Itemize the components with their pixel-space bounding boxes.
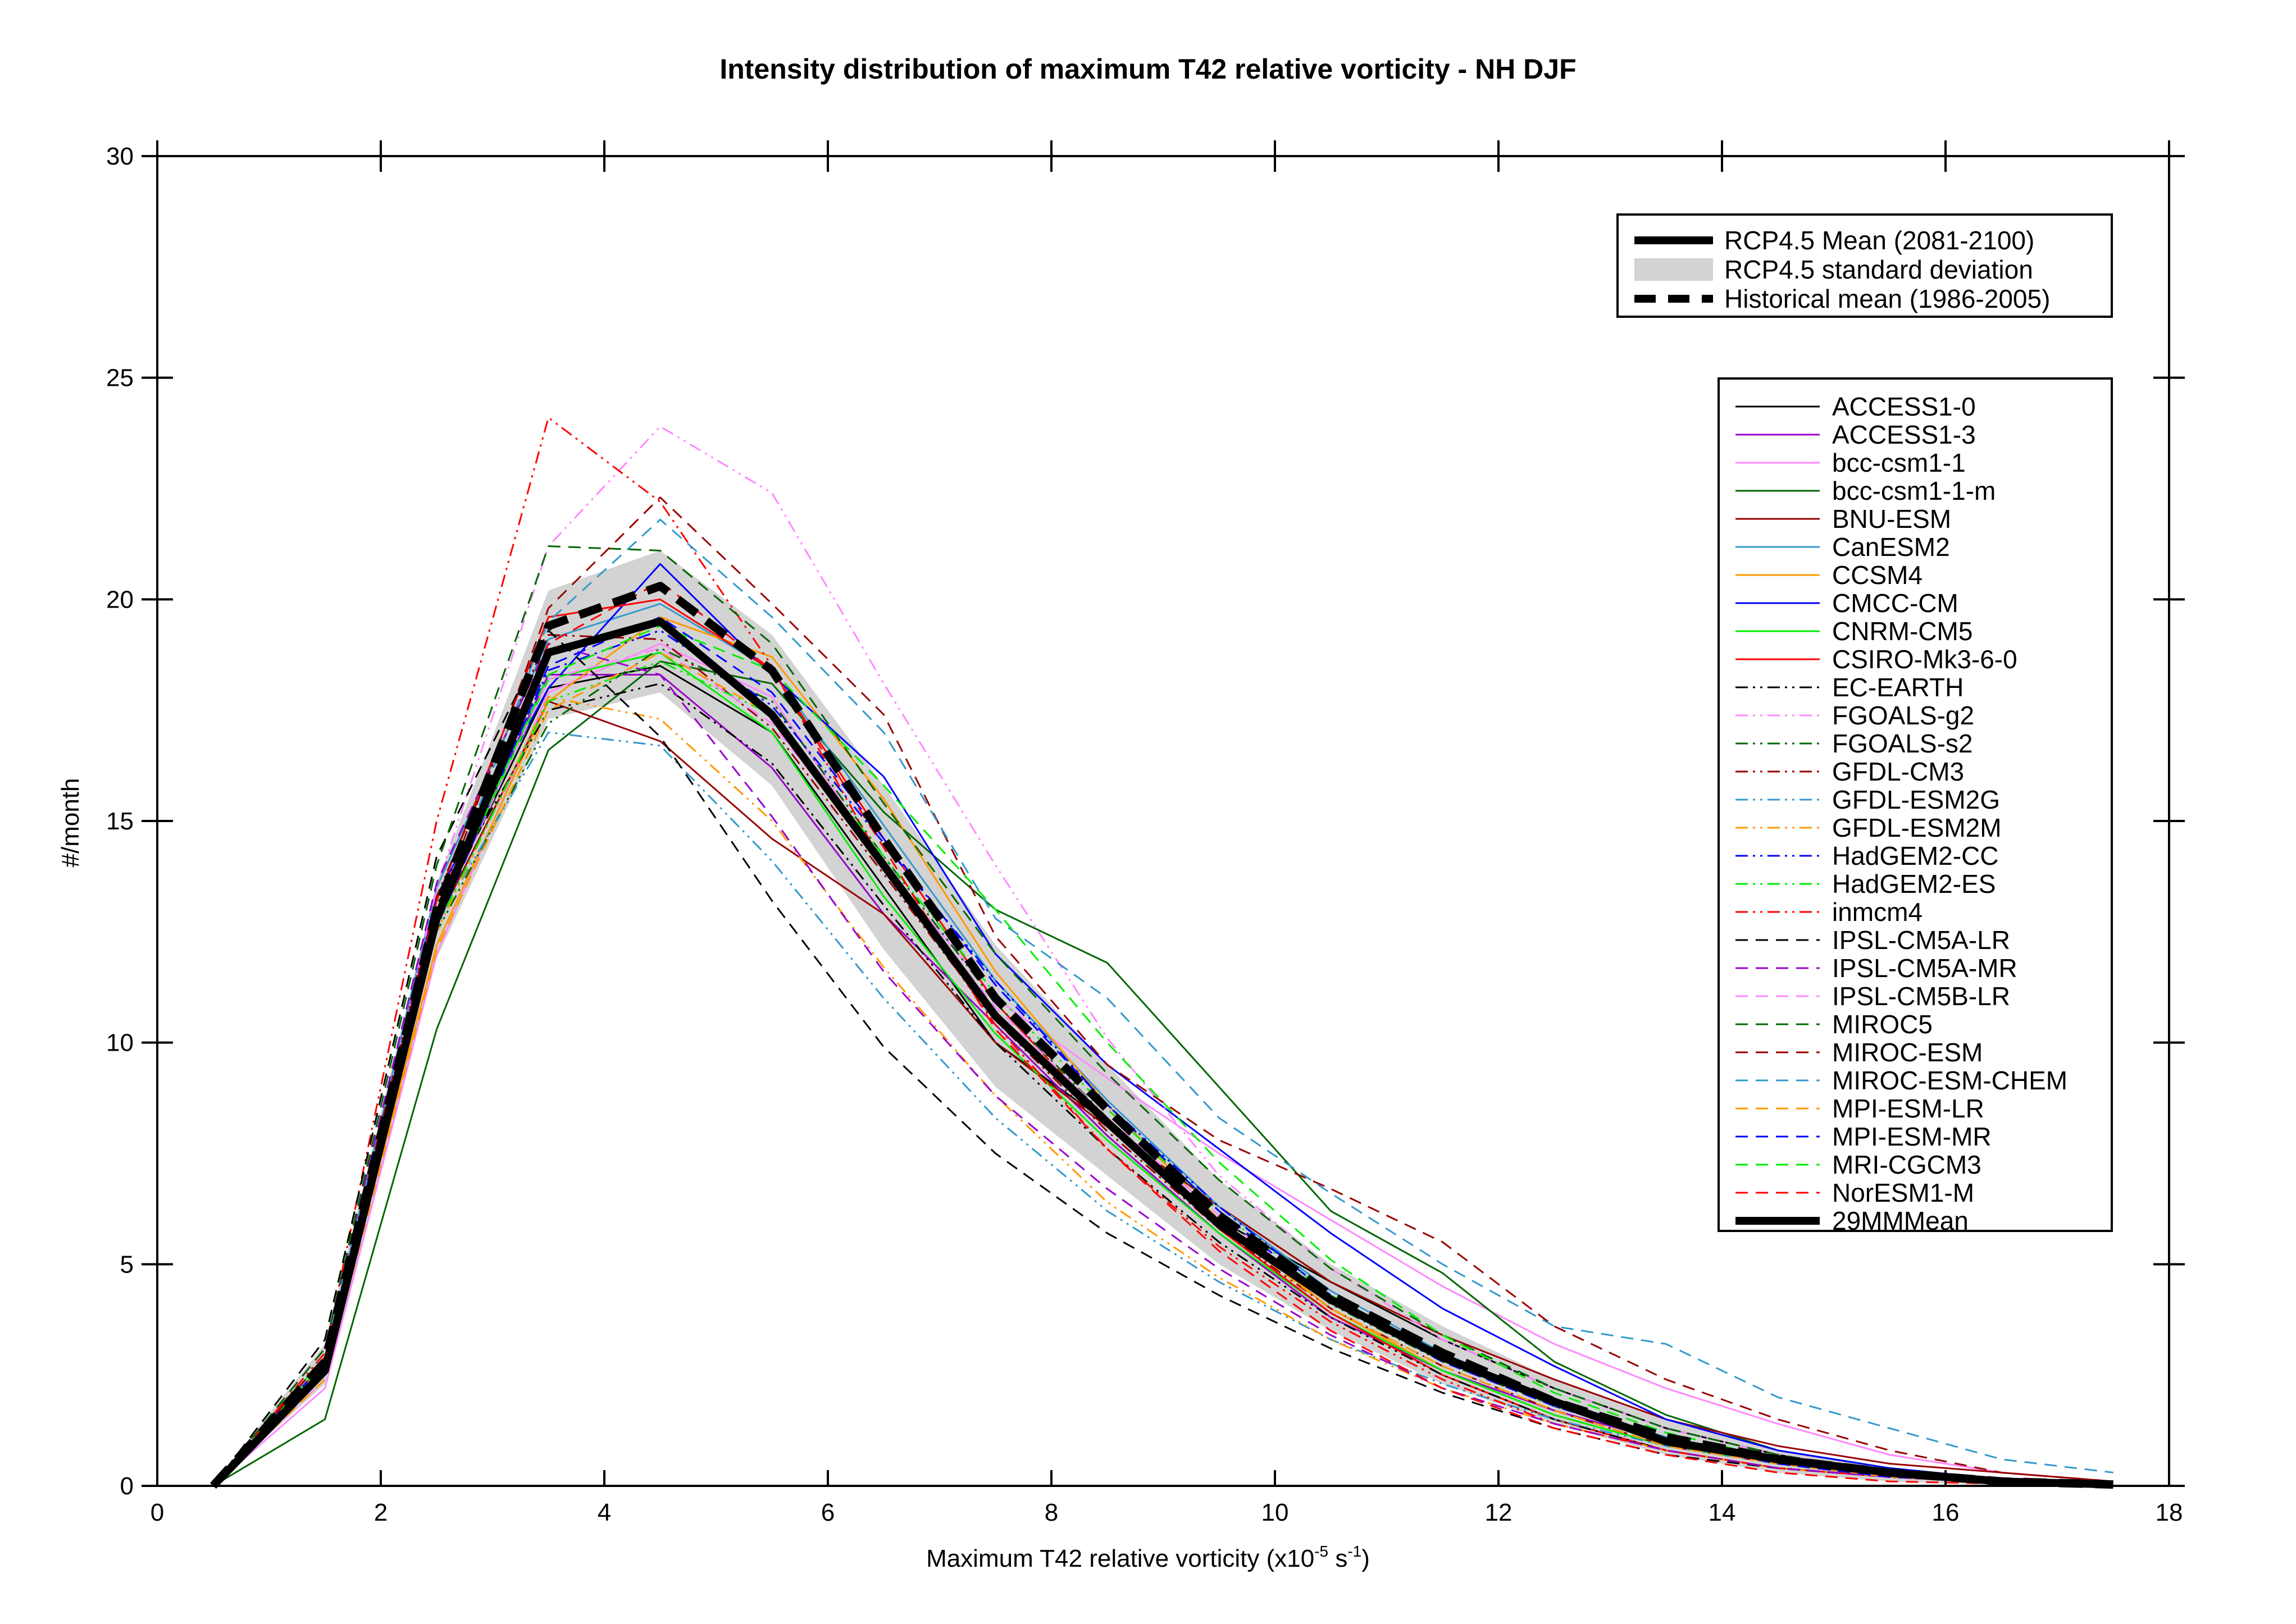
y-tick-label: 30 bbox=[106, 143, 134, 170]
series-line-miroc-esm bbox=[212, 496, 2113, 1487]
series-line-fgoals-s2 bbox=[212, 647, 2113, 1487]
y-tick-label: 0 bbox=[120, 1472, 134, 1500]
x-tick-label: 0 bbox=[151, 1499, 164, 1526]
legend-label-miroc-esm: MIROC-ESM bbox=[1832, 1038, 1983, 1067]
legend-label-access1-0: ACCESS1-0 bbox=[1832, 392, 1976, 421]
legend-models: ACCESS1-0ACCESS1-3bcc-csm1-1bcc-csm1-1-m… bbox=[1718, 377, 2113, 1235]
legend-label-ipsl-cm5a-lr: IPSL-CM5A-LR bbox=[1832, 925, 2010, 955]
legend-label-bnu-esm: BNU-ESM bbox=[1832, 504, 1951, 533]
legend-label-gfdl-esm2m: GFDL-ESM2M bbox=[1832, 813, 2002, 842]
legend-label-miroc-esm-chem: MIROC-ESM-CHEM bbox=[1832, 1066, 2067, 1095]
legend-label-bcc-csm1-1-m: bcc-csm1-1-m bbox=[1832, 476, 1996, 505]
legend-models-box bbox=[1718, 377, 2113, 1232]
chart-title: Intensity distribution of maximum T42 re… bbox=[719, 53, 1576, 85]
legend-label-ccsm4: CCSM4 bbox=[1832, 560, 1923, 590]
series-line-miroc-esm-chem bbox=[212, 518, 2113, 1487]
series-line-inmcm4 bbox=[212, 417, 2113, 1486]
legend-label-mpi-esm-lr: MPI-ESM-LR bbox=[1832, 1094, 1984, 1123]
legend-label-miroc5: MIROC5 bbox=[1832, 1010, 1933, 1039]
legend-label-fgoals-g2: FGOALS-g2 bbox=[1832, 701, 1974, 730]
legend-summary-label: Historical mean (1986-2005) bbox=[1724, 284, 2050, 313]
x-tick-label: 14 bbox=[1709, 1499, 1736, 1526]
series-line-29mmmean bbox=[210, 617, 2113, 1489]
legend-label-noresm1-m: NorESM1-M bbox=[1832, 1178, 1974, 1207]
y-tick-label: 10 bbox=[106, 1029, 134, 1057]
x-axis-label-exp2: -1 bbox=[1347, 1543, 1361, 1560]
legend-label-bcc-csm1-1: bcc-csm1-1 bbox=[1832, 448, 1966, 477]
legend-label-csiro-mk3-6-0: CSIRO-Mk3-6-0 bbox=[1832, 645, 2017, 674]
series-line-mpi-esm-mr bbox=[212, 616, 2113, 1487]
legend-label-ipsl-cm5a-mr: IPSL-CM5A-MR bbox=[1832, 954, 2017, 983]
legend-label-hadgem2-cc: HadGEM2-CC bbox=[1832, 841, 1999, 870]
x-axis-label-end: ) bbox=[1361, 1545, 1370, 1572]
legend-label-cmcc-cm: CMCC-CM bbox=[1832, 589, 1958, 618]
legend-label-mpi-esm-mr: MPI-ESM-MR bbox=[1832, 1122, 1992, 1151]
legend-label-gfdl-cm3: GFDL-CM3 bbox=[1832, 757, 1964, 786]
series-line-bnu-esm bbox=[212, 700, 2113, 1487]
y-tick-label: 5 bbox=[120, 1251, 134, 1278]
y-tick-label: 20 bbox=[106, 586, 134, 613]
series-line-cmcc-cm bbox=[212, 563, 2113, 1487]
legend-summary-label: RCP4.5 standard deviation bbox=[1724, 255, 2033, 284]
x-tick-label: 10 bbox=[1261, 1499, 1289, 1526]
y-axis-label: #/month bbox=[57, 778, 84, 868]
x-axis-label-main: Maximum T42 relative vorticity (x10 bbox=[926, 1545, 1314, 1572]
legend-label-mri-cgcm3: MRI-CGCM3 bbox=[1832, 1150, 1981, 1179]
legend-label-29mmmean: 29MMMean bbox=[1832, 1206, 1969, 1235]
legend-summary-label: RCP4.5 Mean (2081-2100) bbox=[1724, 226, 2034, 255]
legend-label-ec-earth: EC-EARTH bbox=[1832, 673, 1964, 702]
legend-label-hadgem2-es: HadGEM2-ES bbox=[1832, 869, 1996, 898]
x-tick-label: 16 bbox=[1932, 1499, 1960, 1526]
legend-label-inmcm4: inmcm4 bbox=[1832, 897, 1923, 927]
plot-area: 0 2 4 6 8 10 12 14 16 18 0 5 10 15 20 25 30 RCP4.5 Mean (… bbox=[106, 140, 2185, 1526]
x-tick-label: 12 bbox=[1485, 1499, 1513, 1526]
x-axis-label-mid: s bbox=[1328, 1545, 1347, 1572]
legend-summary: RCP4.5 Mean (2081-2100)RCP4.5 standard d… bbox=[1616, 213, 2113, 318]
legend-label-cnrm-cm5: CNRM-CM5 bbox=[1832, 617, 1972, 646]
legend-label-access1-3: ACCESS1-3 bbox=[1832, 420, 1976, 449]
legend-label-fgoals-s2: FGOALS-s2 bbox=[1832, 729, 1973, 758]
y-tick-label: 25 bbox=[106, 364, 134, 392]
x-tick-label: 6 bbox=[821, 1499, 835, 1526]
x-axis-label: Maximum T42 relative vorticity (x10-5 s-… bbox=[926, 1543, 1370, 1572]
x-tick-label: 2 bbox=[374, 1499, 388, 1526]
series-line-ec-earth bbox=[212, 682, 2113, 1486]
x-axis-label-exp: -5 bbox=[1314, 1543, 1328, 1560]
legend-band-swatch bbox=[1634, 258, 1713, 281]
y-tick-label: 15 bbox=[106, 808, 134, 835]
x-tick-label: 8 bbox=[1045, 1499, 1058, 1526]
x-tick-label: 4 bbox=[598, 1499, 611, 1526]
legend-label-canesm2: CanESM2 bbox=[1832, 532, 1950, 562]
series-line-bcc-csm1-1 bbox=[212, 642, 2113, 1487]
series-line-gfdl-esm2m bbox=[212, 696, 2113, 1487]
legend-label-gfdl-esm2g: GFDL-ESM2G bbox=[1832, 785, 2000, 814]
legend-label-ipsl-cm5b-lr: IPSL-CM5B-LR bbox=[1832, 982, 2010, 1011]
x-tick-label: 18 bbox=[2156, 1499, 2183, 1526]
